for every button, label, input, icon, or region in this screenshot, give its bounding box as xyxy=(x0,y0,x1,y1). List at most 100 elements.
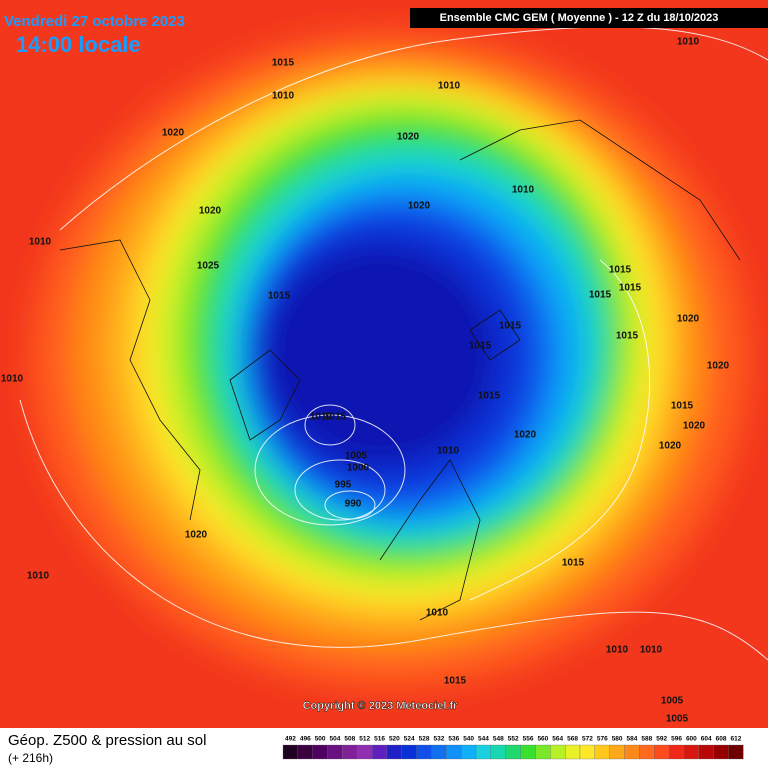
scale-label: 508 xyxy=(344,736,355,743)
scale-label: 588 xyxy=(641,736,652,743)
isobar-label: 1015 xyxy=(499,321,522,332)
legend-title: Géop. Z500 & pression au sol xyxy=(8,732,206,749)
scale-swatch xyxy=(683,744,699,760)
scale-swatch xyxy=(698,744,714,760)
scale-swatch xyxy=(327,744,343,760)
scale-swatch xyxy=(446,744,462,760)
scale-swatch xyxy=(594,744,610,760)
scale-label: 500 xyxy=(315,736,326,743)
isobar-label: 1005 xyxy=(345,451,368,462)
isobar-label: 1020 xyxy=(677,314,700,325)
scale-label: 564 xyxy=(552,736,563,743)
isobar-label: 990 xyxy=(345,499,362,510)
scale-label: 604 xyxy=(701,736,712,743)
scale-label: 568 xyxy=(567,736,578,743)
isobar-label: 1015 xyxy=(268,291,291,302)
scale-swatch xyxy=(713,744,729,760)
isobar-label: 1010 xyxy=(437,446,460,457)
scale-label: 572 xyxy=(582,736,593,743)
scale-swatch xyxy=(475,744,492,760)
scale-swatch xyxy=(609,744,625,760)
scale-swatch xyxy=(668,744,685,760)
isobar-label: 1010 xyxy=(606,645,629,656)
isobar-label: 1000 xyxy=(347,463,370,474)
isobar-label: 1015 xyxy=(469,341,492,352)
scale-label: 536 xyxy=(448,736,459,743)
scale-label: 512 xyxy=(359,736,370,743)
scale-label: 532 xyxy=(433,736,444,743)
isobar-label: 1010 xyxy=(272,91,295,102)
scale-label: 496 xyxy=(300,736,311,743)
scale-swatch xyxy=(579,744,596,760)
scale-swatch xyxy=(639,744,655,760)
isobar-label: 1010 xyxy=(438,81,461,92)
scale-label: 612 xyxy=(730,736,741,743)
run-box xyxy=(410,8,768,28)
scale-label: 560 xyxy=(537,736,548,743)
legend-lead: (+ 216h) xyxy=(8,751,53,765)
scale-swatch xyxy=(654,744,670,760)
isobar-label: 1020 xyxy=(162,128,185,139)
scale-swatch xyxy=(624,744,640,760)
scale-label: 608 xyxy=(716,736,727,743)
isobar-label: 1010 xyxy=(677,37,700,48)
scale-label: 596 xyxy=(671,736,682,743)
forecast-time: 14:00 locale xyxy=(16,32,141,57)
scale-swatch xyxy=(431,744,447,760)
isobar-label: 1010 xyxy=(29,237,52,248)
scale-swatch xyxy=(535,744,551,760)
copyright: Copyright © 2023 Meteociel.fr xyxy=(303,700,459,712)
isobar-label: 1020 xyxy=(514,430,537,441)
isobar-label: 1015 xyxy=(272,58,295,69)
isobar-label: 1010 xyxy=(27,571,50,582)
scale-swatch xyxy=(297,744,313,760)
isobar-label: 1010 xyxy=(426,608,449,619)
color-scale: 492 496 500 504 508 512 516 520 524 528 532 536 540 5… xyxy=(282,736,744,760)
scale-swatch xyxy=(282,744,299,760)
scale-label: 548 xyxy=(493,736,504,743)
isobar-label: 1015 xyxy=(616,331,639,342)
scale-swatch xyxy=(550,744,566,760)
scale-label: 556 xyxy=(523,736,534,743)
scale-swatch xyxy=(371,744,388,760)
coastlines xyxy=(59,119,741,621)
isobar-label: 1005 xyxy=(666,714,689,725)
scale-label: 516 xyxy=(374,736,385,743)
scale-label: 576 xyxy=(597,736,608,743)
isobar-label: 1020 xyxy=(408,201,431,212)
scale-swatch xyxy=(312,744,328,760)
scale-label: 592 xyxy=(656,736,667,743)
isobar-label: 1005 xyxy=(661,696,684,707)
isobar-label: 1015 xyxy=(619,283,642,294)
isobar-label: 1020 xyxy=(185,530,208,541)
isobar-label: 1020 xyxy=(199,206,222,217)
scale-label: 520 xyxy=(389,736,400,743)
isobar-label: 1015 xyxy=(324,412,347,423)
scale-swatch xyxy=(520,744,536,760)
isobar-label: 1020 xyxy=(659,441,682,452)
forecast-date: Vendredi 27 octobre 2023 xyxy=(4,13,185,30)
scale-label: 492 xyxy=(285,736,296,743)
scale-swatch xyxy=(401,744,417,760)
scale-swatch xyxy=(342,744,358,760)
scale-label: 580 xyxy=(612,736,623,743)
isobar-label: 1010 xyxy=(310,412,333,423)
scale-swatch xyxy=(357,744,373,760)
isobar-label: 1015 xyxy=(444,676,467,687)
scale-label: 504 xyxy=(330,736,341,743)
isobar-label: 1020 xyxy=(683,421,706,432)
scale-label: 552 xyxy=(508,736,519,743)
scale-swatch xyxy=(505,744,521,760)
scale-swatch xyxy=(728,744,744,760)
scale-label: 544 xyxy=(478,736,489,743)
isobar-label: 1015 xyxy=(609,265,632,276)
scale-swatch xyxy=(490,744,506,760)
isobar-label: 1015 xyxy=(589,290,612,301)
scale-label: 540 xyxy=(463,736,474,743)
isobar-label: 1020 xyxy=(707,361,730,372)
isobar-label: 995 xyxy=(335,480,352,491)
run-info: Ensemble CMC GEM ( Moyenne ) - 12 Z du 1… xyxy=(440,12,719,24)
